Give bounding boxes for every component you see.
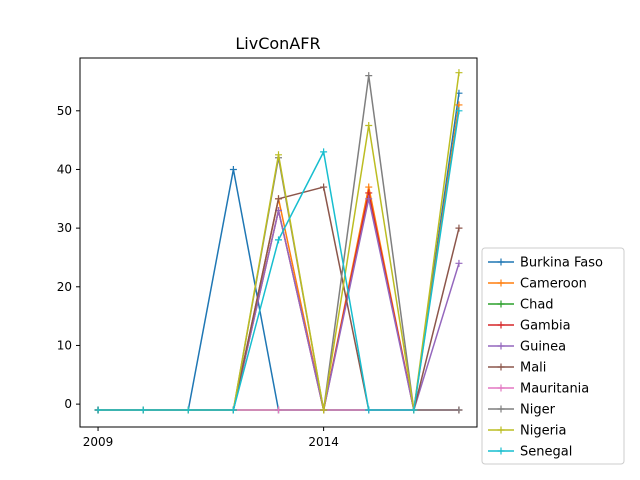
legend-marker — [497, 405, 505, 413]
data-point — [365, 195, 373, 203]
legend-marker — [497, 321, 505, 329]
legend-marker — [497, 342, 505, 350]
data-point — [455, 224, 463, 232]
legend-marker — [497, 447, 505, 455]
legend-item-nigeria: Nigeria — [488, 424, 567, 439]
legend-item-mali: Mali — [488, 361, 546, 376]
data-point — [365, 406, 373, 414]
legend-marker — [497, 300, 505, 308]
legend-marker — [497, 384, 505, 392]
chart-title: LivConAFR — [235, 34, 320, 53]
data-point — [275, 406, 282, 414]
data-point — [365, 183, 373, 191]
data-point — [275, 236, 282, 244]
data-point — [455, 107, 463, 115]
data-point — [320, 148, 328, 156]
y-tick-label: 20 — [57, 280, 72, 294]
data-point — [94, 406, 102, 414]
data-point — [365, 121, 373, 129]
legend-box — [481, 247, 625, 465]
legend-label: Burkina Faso — [520, 256, 603, 271]
series-line — [98, 198, 460, 411]
legend-item-guinea: Guinea — [488, 340, 566, 355]
legend-label: Mauritania — [520, 382, 589, 397]
legend-label: Gambia — [520, 319, 571, 334]
x-axis: 2009 2014 — [83, 427, 339, 449]
data-point — [184, 406, 192, 414]
legend-item-gambia: Gambia — [488, 319, 571, 334]
legend-item-cameroon: Cameroon — [488, 277, 587, 292]
data-point — [320, 406, 328, 414]
x-tick-label: 2014 — [308, 435, 339, 449]
y-tick-label: 40 — [57, 162, 72, 176]
series-line — [98, 186, 460, 411]
data-point — [275, 151, 282, 159]
y-tick-label: 50 — [57, 104, 72, 118]
legend-marker — [497, 258, 505, 266]
legend-marker — [497, 426, 505, 434]
y-tick-label: 0 — [64, 397, 72, 411]
legend-marker — [497, 363, 505, 371]
legend: Burkina Faso Cameroon Chad Gambia Guinea Mali… — [481, 247, 625, 465]
data-point — [320, 183, 328, 191]
series-layer — [94, 69, 463, 414]
y-axis: 0 10 20 30 40 50 — [57, 104, 80, 411]
plot-frame — [79, 57, 478, 428]
legend-label: Cameroon — [520, 277, 587, 292]
legend-label: Niger — [520, 403, 556, 418]
y-tick-label: 30 — [57, 221, 72, 235]
data-point — [455, 259, 463, 267]
y-tick-label: 10 — [57, 338, 72, 352]
data-point — [365, 189, 373, 197]
legend-item-niger: Niger — [488, 403, 556, 418]
legend-marker — [497, 279, 505, 287]
legend-item-senegal: Senegal — [488, 445, 572, 460]
legend-label: Nigeria — [520, 424, 567, 439]
data-point — [455, 406, 463, 414]
data-point — [455, 101, 463, 109]
data-point — [229, 165, 237, 173]
series-line — [98, 192, 459, 411]
series-senegal — [94, 107, 463, 414]
data-point — [229, 406, 237, 414]
data-point — [365, 72, 373, 80]
legend-item-burkina-faso: Burkina Faso — [488, 256, 603, 271]
data-point — [275, 195, 282, 203]
series-guinea — [94, 195, 463, 414]
legend-label: Chad — [520, 298, 554, 313]
x-tick-label: 2009 — [83, 435, 114, 449]
legend-label: Senegal — [520, 445, 572, 460]
data-point — [139, 406, 147, 414]
legend-item-chad: Chad — [488, 298, 554, 313]
data-point — [455, 69, 463, 77]
data-point — [410, 406, 418, 414]
legend-label: Guinea — [520, 340, 566, 355]
legend-item-mauritania: Mauritania — [488, 382, 589, 397]
legend-label: Mali — [520, 361, 546, 376]
